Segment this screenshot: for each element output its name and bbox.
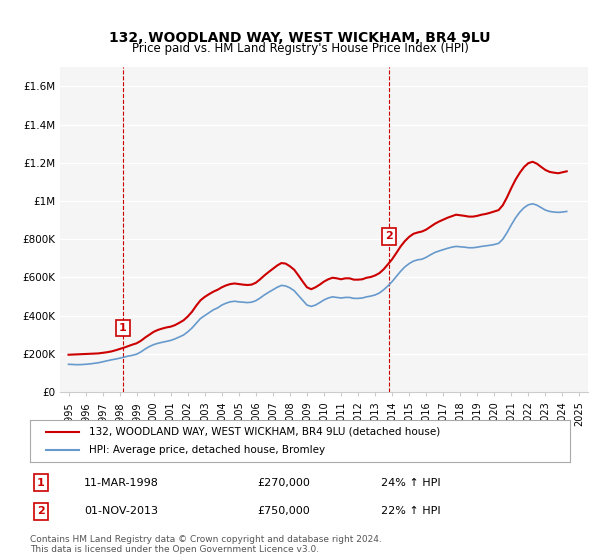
Text: £270,000: £270,000 bbox=[257, 478, 310, 488]
Text: Contains HM Land Registry data © Crown copyright and database right 2024.
This d: Contains HM Land Registry data © Crown c… bbox=[30, 535, 382, 554]
Text: 132, WOODLAND WAY, WEST WICKHAM, BR4 9LU: 132, WOODLAND WAY, WEST WICKHAM, BR4 9LU bbox=[109, 31, 491, 45]
Text: £750,000: £750,000 bbox=[257, 506, 310, 516]
Text: 22% ↑ HPI: 22% ↑ HPI bbox=[381, 506, 440, 516]
Text: 1: 1 bbox=[37, 478, 44, 488]
Text: 2: 2 bbox=[385, 231, 393, 241]
Text: 01-NOV-2013: 01-NOV-2013 bbox=[84, 506, 158, 516]
Text: 24% ↑ HPI: 24% ↑ HPI bbox=[381, 478, 440, 488]
Text: 11-MAR-1998: 11-MAR-1998 bbox=[84, 478, 159, 488]
Text: 2: 2 bbox=[37, 506, 44, 516]
Text: Price paid vs. HM Land Registry's House Price Index (HPI): Price paid vs. HM Land Registry's House … bbox=[131, 42, 469, 55]
Text: 1: 1 bbox=[119, 323, 127, 333]
Text: 132, WOODLAND WAY, WEST WICKHAM, BR4 9LU (detached house): 132, WOODLAND WAY, WEST WICKHAM, BR4 9LU… bbox=[89, 427, 440, 437]
Text: HPI: Average price, detached house, Bromley: HPI: Average price, detached house, Brom… bbox=[89, 445, 326, 455]
